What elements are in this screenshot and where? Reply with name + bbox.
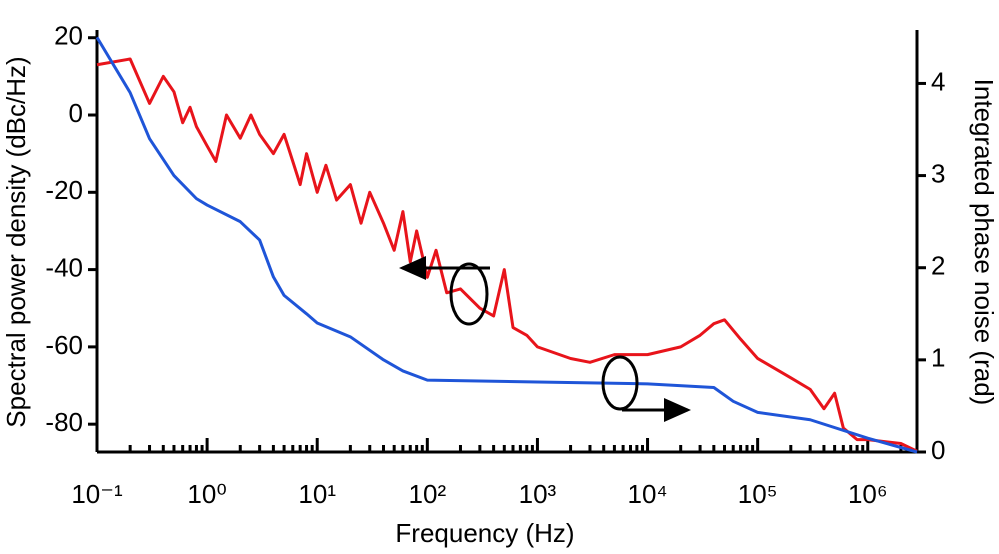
series-line <box>95 36 918 454</box>
y2-tick-label: 2 <box>931 251 945 281</box>
plot-area: 20 0 -20 -40 -60 -80 4 3 2 1 0 10⁻¹ 10⁰ 10¹ 10² 10³ 10⁴ 1… <box>45 21 945 509</box>
y2-axis-title: Integrated phase noise (rad) <box>969 79 999 406</box>
x-tick-label: 10⁶ <box>848 479 888 509</box>
y-axis-title: Spectral power density (dBc/Hz) <box>1 56 31 427</box>
x-tick-label: 10¹ <box>298 479 336 509</box>
y-tick-label: 0 <box>69 98 83 128</box>
annotation-ellipse <box>449 262 489 326</box>
x-tick-label: 10⁻¹ <box>71 479 123 509</box>
x-axis-title: Frequency (Hz) <box>395 518 574 548</box>
y2-tick-label: 0 <box>931 435 945 465</box>
x-tick-label: 10³ <box>519 479 557 509</box>
x-tick-label: 10² <box>409 479 447 509</box>
annotation-ellipse <box>601 355 639 411</box>
x-tick-label: 10⁵ <box>738 479 778 509</box>
y-tick-label: -60 <box>45 330 83 360</box>
y2-tick-label: 3 <box>931 158 945 188</box>
y-tick-label: -20 <box>45 175 83 205</box>
annotations <box>399 256 691 422</box>
y2-tick-label: 4 <box>931 66 945 96</box>
y2-tick-label: 1 <box>931 343 945 373</box>
y-tick-label: 20 <box>54 21 83 51</box>
y-tick-label: -80 <box>45 407 83 437</box>
y-tick-label: -40 <box>45 252 83 282</box>
series-line <box>96 57 918 453</box>
x-tick-label: 10⁴ <box>627 479 667 509</box>
x-tick-label: 10⁰ <box>187 479 226 509</box>
